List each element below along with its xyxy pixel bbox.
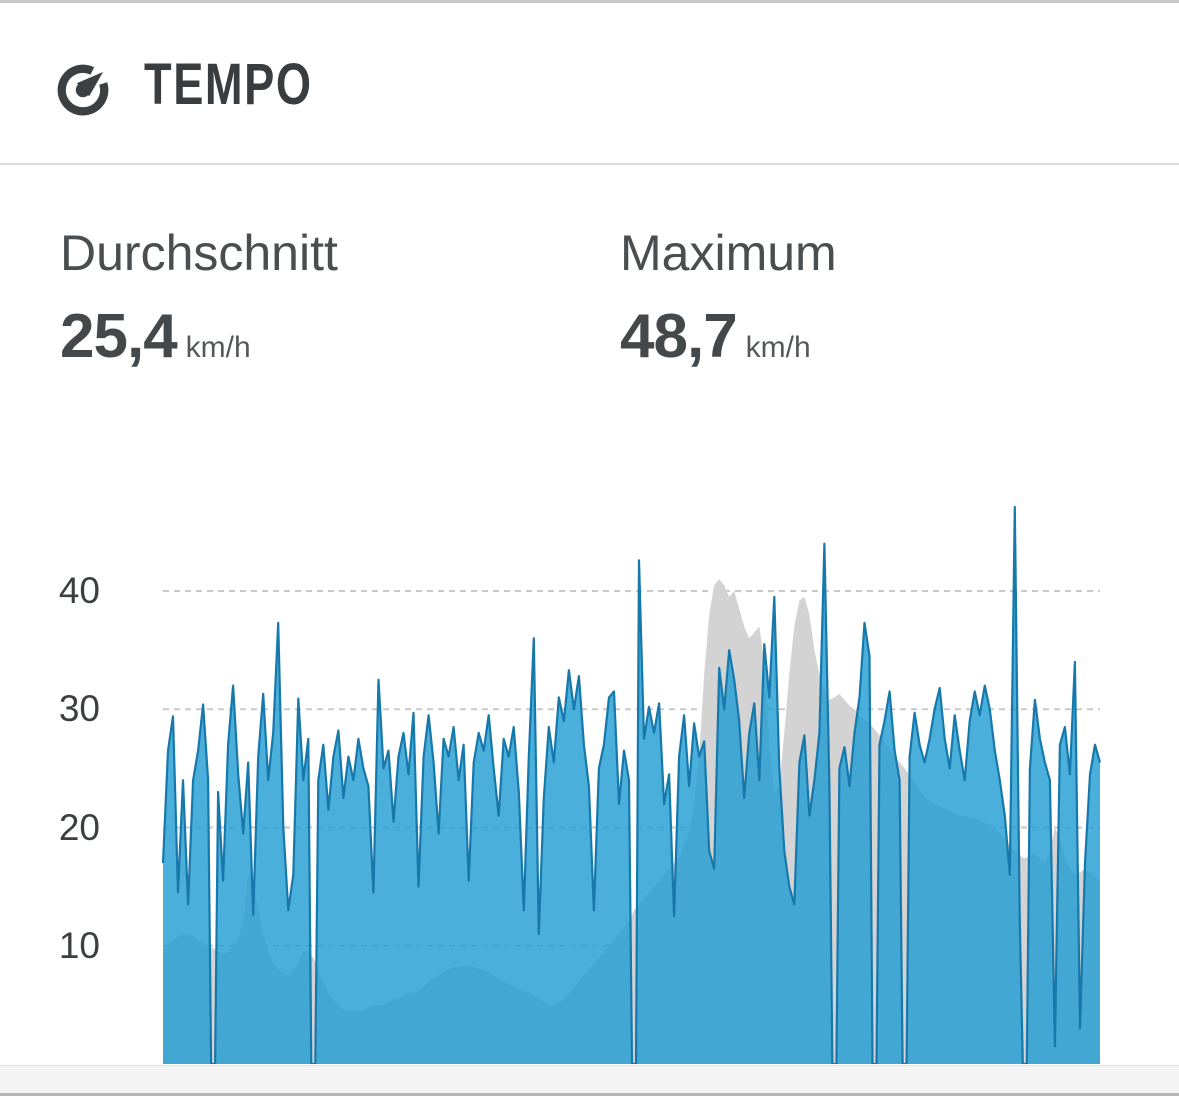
bottom-bar: [0, 1065, 1179, 1094]
top-border: [0, 0, 1179, 3]
average-value-row: 25,4 km/h: [60, 301, 338, 372]
y-axis-label-30: 30: [58, 688, 100, 730]
maximum-value: 48,7: [620, 302, 738, 371]
header: TEMPO: [0, 3, 1179, 163]
maximum-unit: km/h: [745, 331, 811, 364]
speed-line-path: [161, 505, 1102, 1064]
bottom-divider: [0, 1093, 1179, 1096]
speed-area-path: [163, 507, 1100, 1064]
stat-maximum: Maximum 48,7 km/h: [620, 226, 837, 372]
y-axis-label-40: 40: [58, 570, 100, 611]
stat-average: Durchschnitt 25,4 km/h: [60, 226, 338, 372]
average-unit: km/h: [185, 331, 251, 364]
maximum-value-row: 48,7 km/h: [620, 301, 837, 372]
speed-chart-canvas[interactable]: [0, 478, 1179, 1064]
average-value: 25,4: [60, 302, 178, 371]
y-axis-label-10: 10: [58, 924, 100, 966]
y-axis-label-20: 20: [58, 806, 100, 848]
speedometer-icon: [57, 64, 109, 116]
average-label: Durchschnitt: [60, 225, 338, 281]
maximum-label: Maximum: [620, 225, 837, 281]
header-divider: [0, 163, 1179, 165]
speed-chart[interactable]: 10 20 30 40: [0, 460, 1179, 1065]
page-title: TEMPO: [144, 52, 313, 117]
